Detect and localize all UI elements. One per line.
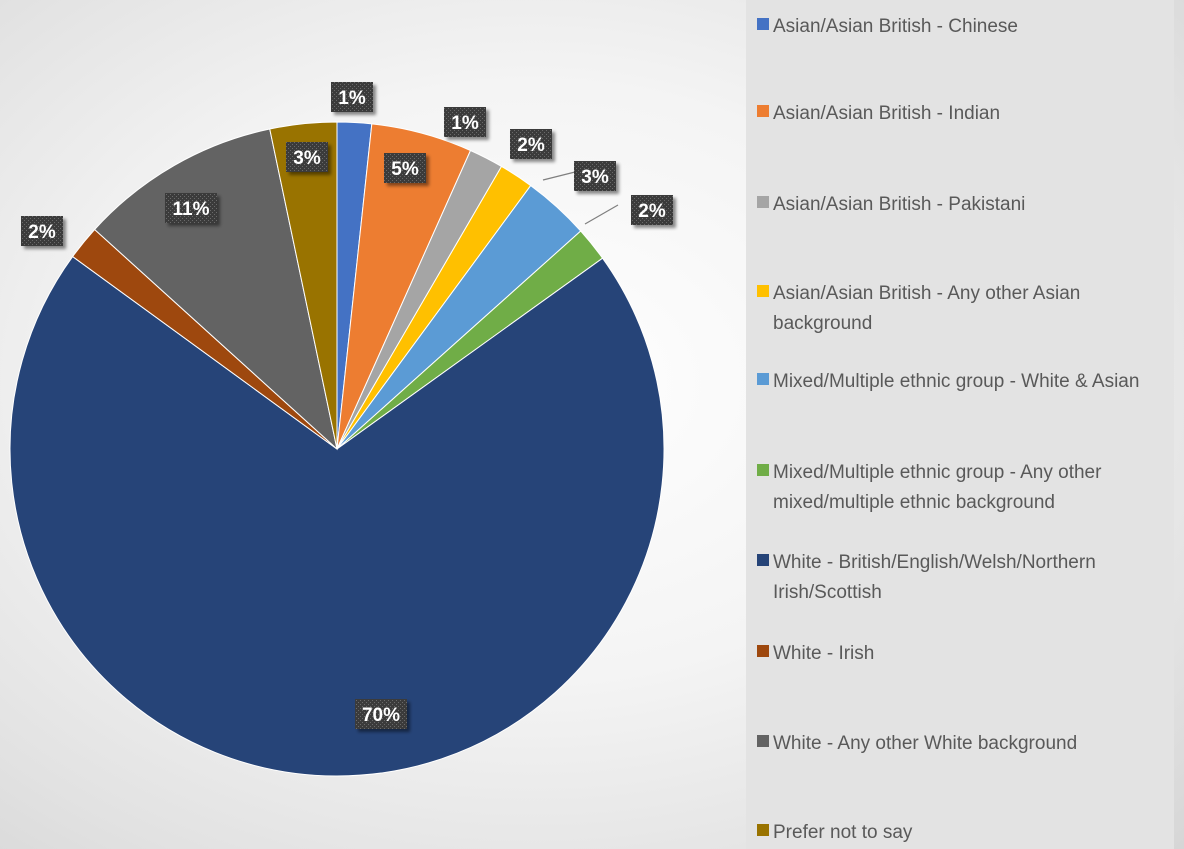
legend-swatch <box>757 824 769 836</box>
data-label-text: 2% <box>517 135 545 156</box>
data-label-text: 1% <box>451 113 479 134</box>
legend-swatch <box>757 105 769 117</box>
legend-swatch <box>757 373 769 385</box>
data-label-text: 2% <box>28 222 56 243</box>
legend-swatch <box>757 464 769 476</box>
legend-entry: White - Irish <box>757 639 1175 669</box>
data-label-text: 2% <box>638 201 666 222</box>
legend-label: White - British/English/Welsh/Northern I… <box>773 552 1096 603</box>
legend-label: Mixed/Multiple ethnic group - Any other … <box>773 462 1102 513</box>
legend: Asian/Asian British - Chinese Asian/Asian… <box>757 0 1177 849</box>
data-label-box <box>384 153 426 183</box>
legend-entry: Asian/Asian British - Any other Asian ba… <box>757 279 1175 339</box>
legend-entry: Mixed/Multiple ethnic group - Any other … <box>757 458 1175 518</box>
legend-label: Prefer not to say <box>773 822 913 843</box>
data-label-box <box>631 195 673 225</box>
legend-entry: Asian/Asian British - Indian <box>757 99 1175 129</box>
data-label: 11% <box>165 193 217 223</box>
data-label-text: 11% <box>173 199 210 220</box>
legend-label: White - Any other White background <box>773 733 1078 754</box>
data-label-text: 3% <box>581 167 609 188</box>
legend-entry: Prefer not to say <box>757 818 1175 848</box>
data-label-box <box>510 129 552 159</box>
legend-swatch <box>757 285 769 297</box>
legend-swatch <box>757 735 769 747</box>
data-label-text: 5% <box>391 159 419 180</box>
data-label: 1% <box>444 107 486 137</box>
legend-label: Asian/Asian British - Indian <box>773 103 1001 124</box>
legend-label: Asian/Asian British - Any other Asian ba… <box>773 283 1081 334</box>
data-label-text: 3% <box>293 148 321 169</box>
leader-line <box>584 204 619 225</box>
data-label: 5% <box>384 153 426 183</box>
legend-label: Mixed/Multiple ethnic group - White & As… <box>773 371 1140 392</box>
data-label-box <box>286 142 328 172</box>
data-label: 2% <box>21 216 63 246</box>
data-label-text: 70% <box>362 705 400 726</box>
legend-entry: Asian/Asian British - Chinese <box>757 12 1175 42</box>
data-label: 3% <box>574 161 616 191</box>
data-label: 3% <box>286 142 328 172</box>
legend-entry: Asian/Asian British - Pakistani <box>757 190 1175 220</box>
pie-slice <box>93 128 338 451</box>
legend-label: White - Irish <box>773 643 875 664</box>
data-label: 2% <box>510 129 552 159</box>
data-label: 70% <box>355 699 407 729</box>
legend-entry: White - Any other White background <box>757 729 1175 759</box>
legend-label: Asian/Asian British - Pakistani <box>773 194 1026 215</box>
data-label-box <box>574 161 616 191</box>
data-label: 1% <box>331 82 373 112</box>
data-label-box <box>21 216 63 246</box>
leader-line <box>542 171 576 181</box>
pie-slice <box>269 121 338 450</box>
data-label-box <box>331 82 373 112</box>
data-label-box <box>444 107 486 137</box>
legend-swatch <box>757 196 769 208</box>
legend-entry: Mixed/Multiple ethnic group - White & As… <box>757 367 1175 397</box>
legend-swatch <box>757 554 769 566</box>
legend-entry: White - British/English/Welsh/Northern I… <box>757 548 1175 608</box>
data-label-box <box>165 193 217 223</box>
legend-panel <box>746 0 1174 849</box>
legend-swatch <box>757 18 769 30</box>
data-label: 2% <box>631 195 673 225</box>
data-label-box <box>355 699 407 729</box>
legend-swatch <box>757 645 769 657</box>
pie-chart-svg: 1% 5% 1% 2% 3% 2% 70% 2% 11% 3% <box>9 82 673 777</box>
data-label-text: 1% <box>338 88 366 109</box>
pie-slice <box>9 255 665 777</box>
legend-label: Asian/Asian British - Chinese <box>773 16 1018 37</box>
